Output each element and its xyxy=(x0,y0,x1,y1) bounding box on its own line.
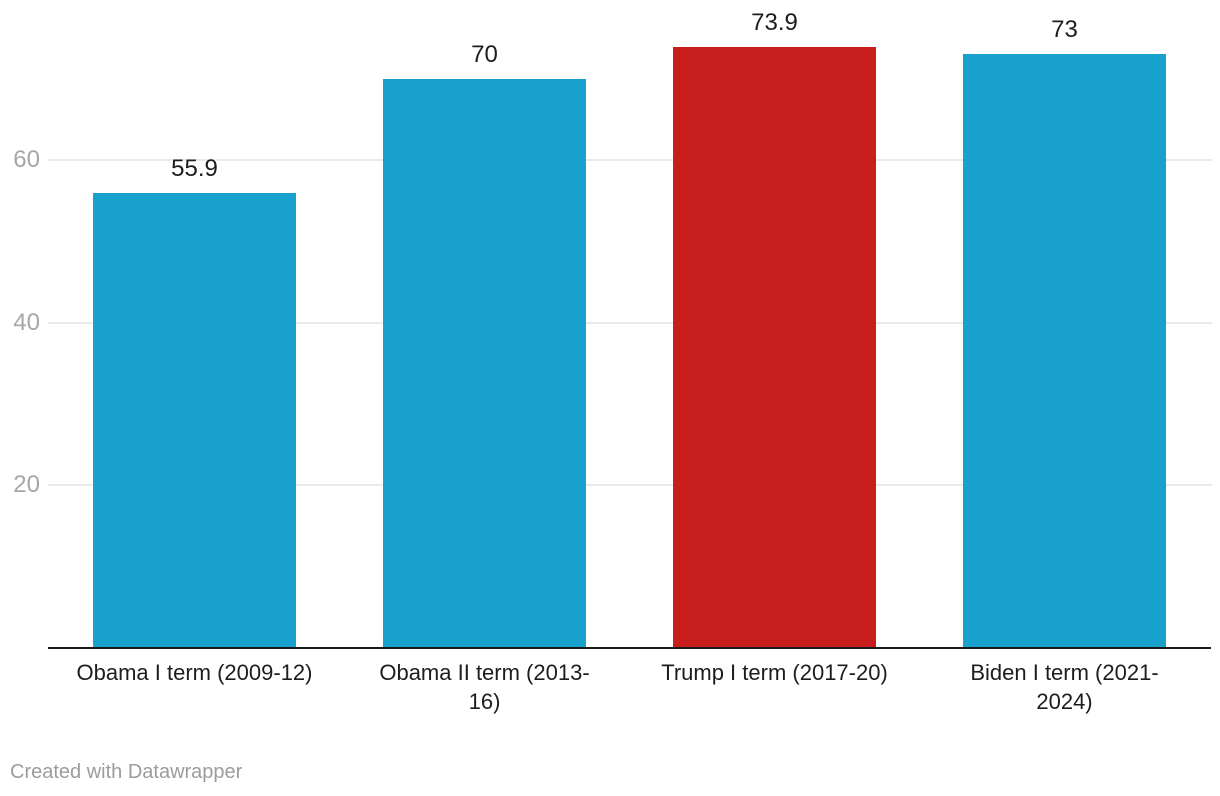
category-label-1: Obama II term (2013- 16) xyxy=(379,660,590,714)
bar-3[interactable] xyxy=(963,54,1166,648)
bar-0[interactable] xyxy=(93,193,296,648)
bar-value-label-3: 73 xyxy=(1051,16,1078,44)
bar-value-label-0: 55.9 xyxy=(171,155,218,183)
x-axis-line xyxy=(48,647,1211,649)
y-tick-label-20: 20 xyxy=(13,471,40,499)
bar-2[interactable] xyxy=(673,46,876,648)
gridline-y-40 xyxy=(48,321,1212,324)
bar-1[interactable] xyxy=(383,78,586,648)
bar-value-label-2: 73.9 xyxy=(751,8,798,36)
category-label-3: Biden I term (2021- 2024) xyxy=(970,660,1159,714)
category-label-2: Trump I term (2017-20) xyxy=(661,660,888,685)
gridline-y-20 xyxy=(48,484,1212,487)
datawrapper-attribution-link[interactable]: Created with Datawrapper xyxy=(10,761,243,783)
category-label-0: Obama I term (2009-12) xyxy=(76,660,313,685)
gridline-y-60 xyxy=(48,159,1212,162)
bar-value-label-1: 70 xyxy=(471,40,498,68)
y-tick-label-60: 60 xyxy=(13,146,40,174)
y-tick-label-40: 40 xyxy=(13,308,40,336)
